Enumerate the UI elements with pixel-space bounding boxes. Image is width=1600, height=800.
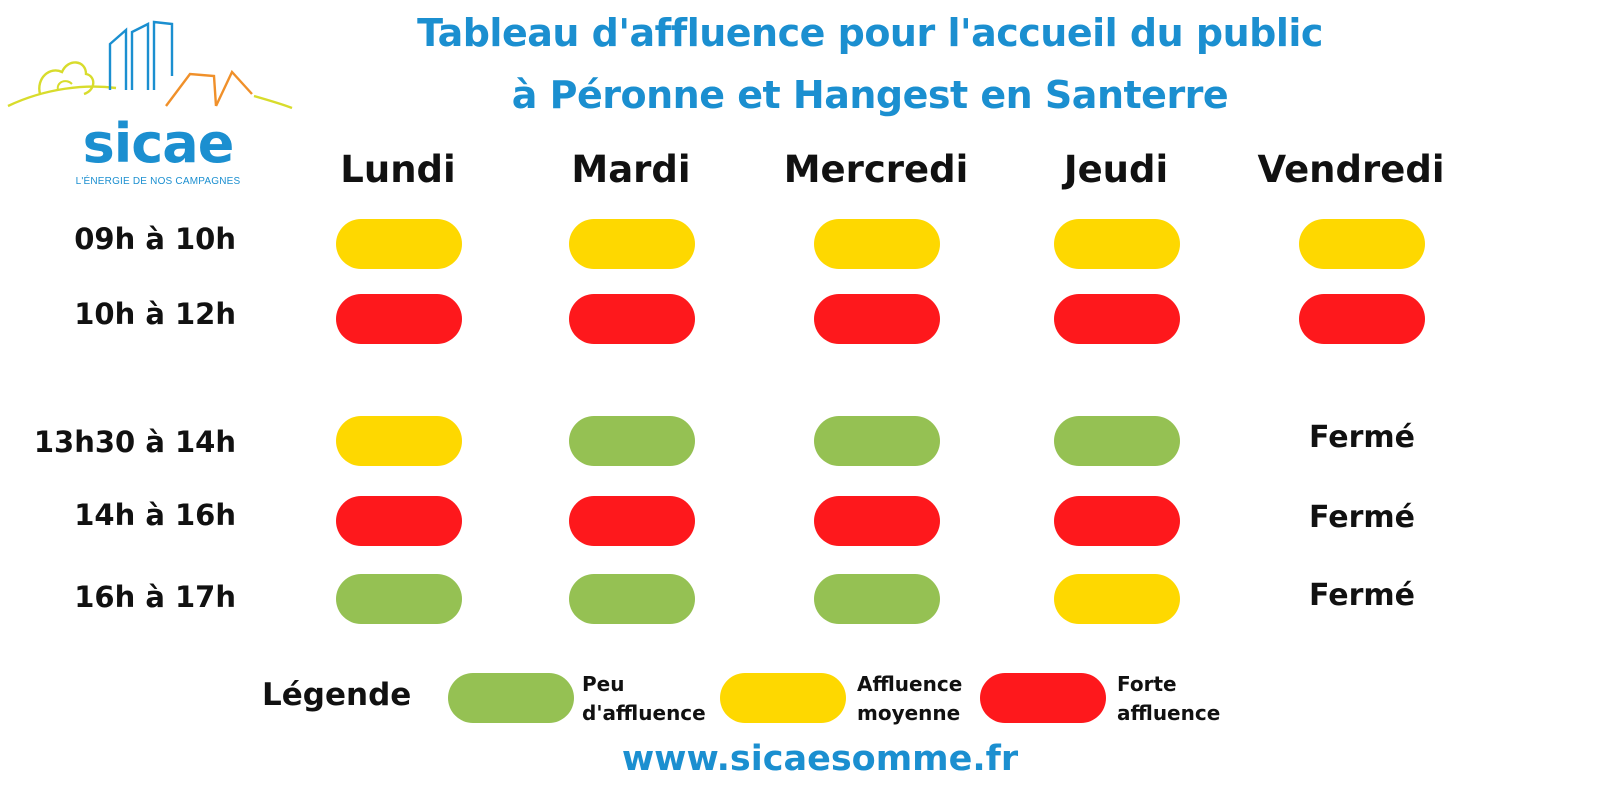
legend-swatch-mid — [720, 673, 846, 723]
affluence-indicator-medium — [1054, 574, 1180, 624]
affluence-indicator-medium — [336, 219, 462, 269]
time-slot-label: 13h30 à 14h — [33, 425, 236, 459]
affluence-indicator-low — [569, 574, 695, 624]
affluence-indicator-low — [336, 574, 462, 624]
affluence-indicator-medium — [1054, 219, 1180, 269]
sicae-logo: sicae L'ÉNERGIE DE NOS CAMPAGNES — [6, 18, 296, 188]
affluence-indicator-high — [814, 294, 940, 344]
affluence-indicator-medium — [1299, 219, 1425, 269]
closed-label: Fermé — [1308, 500, 1416, 535]
affluence-indicator-high — [1054, 496, 1180, 546]
day-header-vendredi: Vendredi — [1257, 148, 1445, 191]
legend-label-line: affluence — [1117, 701, 1221, 725]
closed-label: Fermé — [1308, 420, 1416, 455]
time-slot-label: 09h à 10h — [74, 222, 236, 256]
website-link[interactable]: www.sicaesomme.fr — [621, 739, 1019, 779]
logo-skyline-icon — [7, 20, 293, 110]
time-slot-label: 10h à 12h — [74, 297, 236, 331]
affluence-indicator-low — [569, 416, 695, 466]
affluence-indicator-high — [1299, 294, 1425, 344]
legend-label-line: d'affluence — [582, 701, 706, 725]
affluence-indicator-high — [569, 496, 695, 546]
legend-swatch-high — [980, 673, 1106, 723]
affluence-indicator-high — [336, 294, 462, 344]
legend-label-mid: Affluence moyenne — [857, 670, 962, 728]
affluence-indicator-medium — [569, 219, 695, 269]
page-title-line-1: Tableau d'affluence pour l'accueil du pu… — [417, 11, 1323, 55]
legend-label-line: Forte — [1117, 672, 1177, 696]
legend-label-line: Affluence — [857, 672, 963, 696]
logo-wordmark: sicae — [82, 112, 235, 175]
affluence-indicator-high — [814, 496, 940, 546]
affluence-indicator-low — [814, 416, 940, 466]
legend-swatch-low — [448, 673, 574, 723]
page-title-line-2: à Péronne et Hangest en Santerre — [511, 73, 1229, 117]
affluence-indicator-high — [1054, 294, 1180, 344]
affluence-indicator-medium — [336, 416, 462, 466]
time-slot-label: 14h à 16h — [74, 498, 236, 532]
logo-tagline: L'ÉNERGIE DE NOS CAMPAGNES — [75, 176, 241, 187]
affluence-indicator-medium — [814, 219, 940, 269]
day-header-mardi: Mardi — [571, 148, 691, 191]
affluence-indicator-low — [1054, 416, 1180, 466]
affluence-indicator-low — [814, 574, 940, 624]
affluence-indicator-high — [336, 496, 462, 546]
legend-label-low: Peu d'affluence — [582, 670, 706, 728]
legend-label-line: moyenne — [857, 701, 961, 725]
time-slot-label: 16h à 17h — [74, 580, 236, 614]
day-header-jeudi: Jeudi — [1063, 148, 1169, 191]
affluence-indicator-high — [569, 294, 695, 344]
legend-label-line: Peu — [582, 672, 625, 696]
day-header-mercredi: Mercredi — [783, 148, 969, 191]
day-header-lundi: Lundi — [340, 148, 456, 191]
legend-label-high: Forte affluence — [1117, 670, 1220, 728]
closed-label: Fermé — [1308, 578, 1416, 613]
legend-title: Légende — [262, 677, 412, 713]
